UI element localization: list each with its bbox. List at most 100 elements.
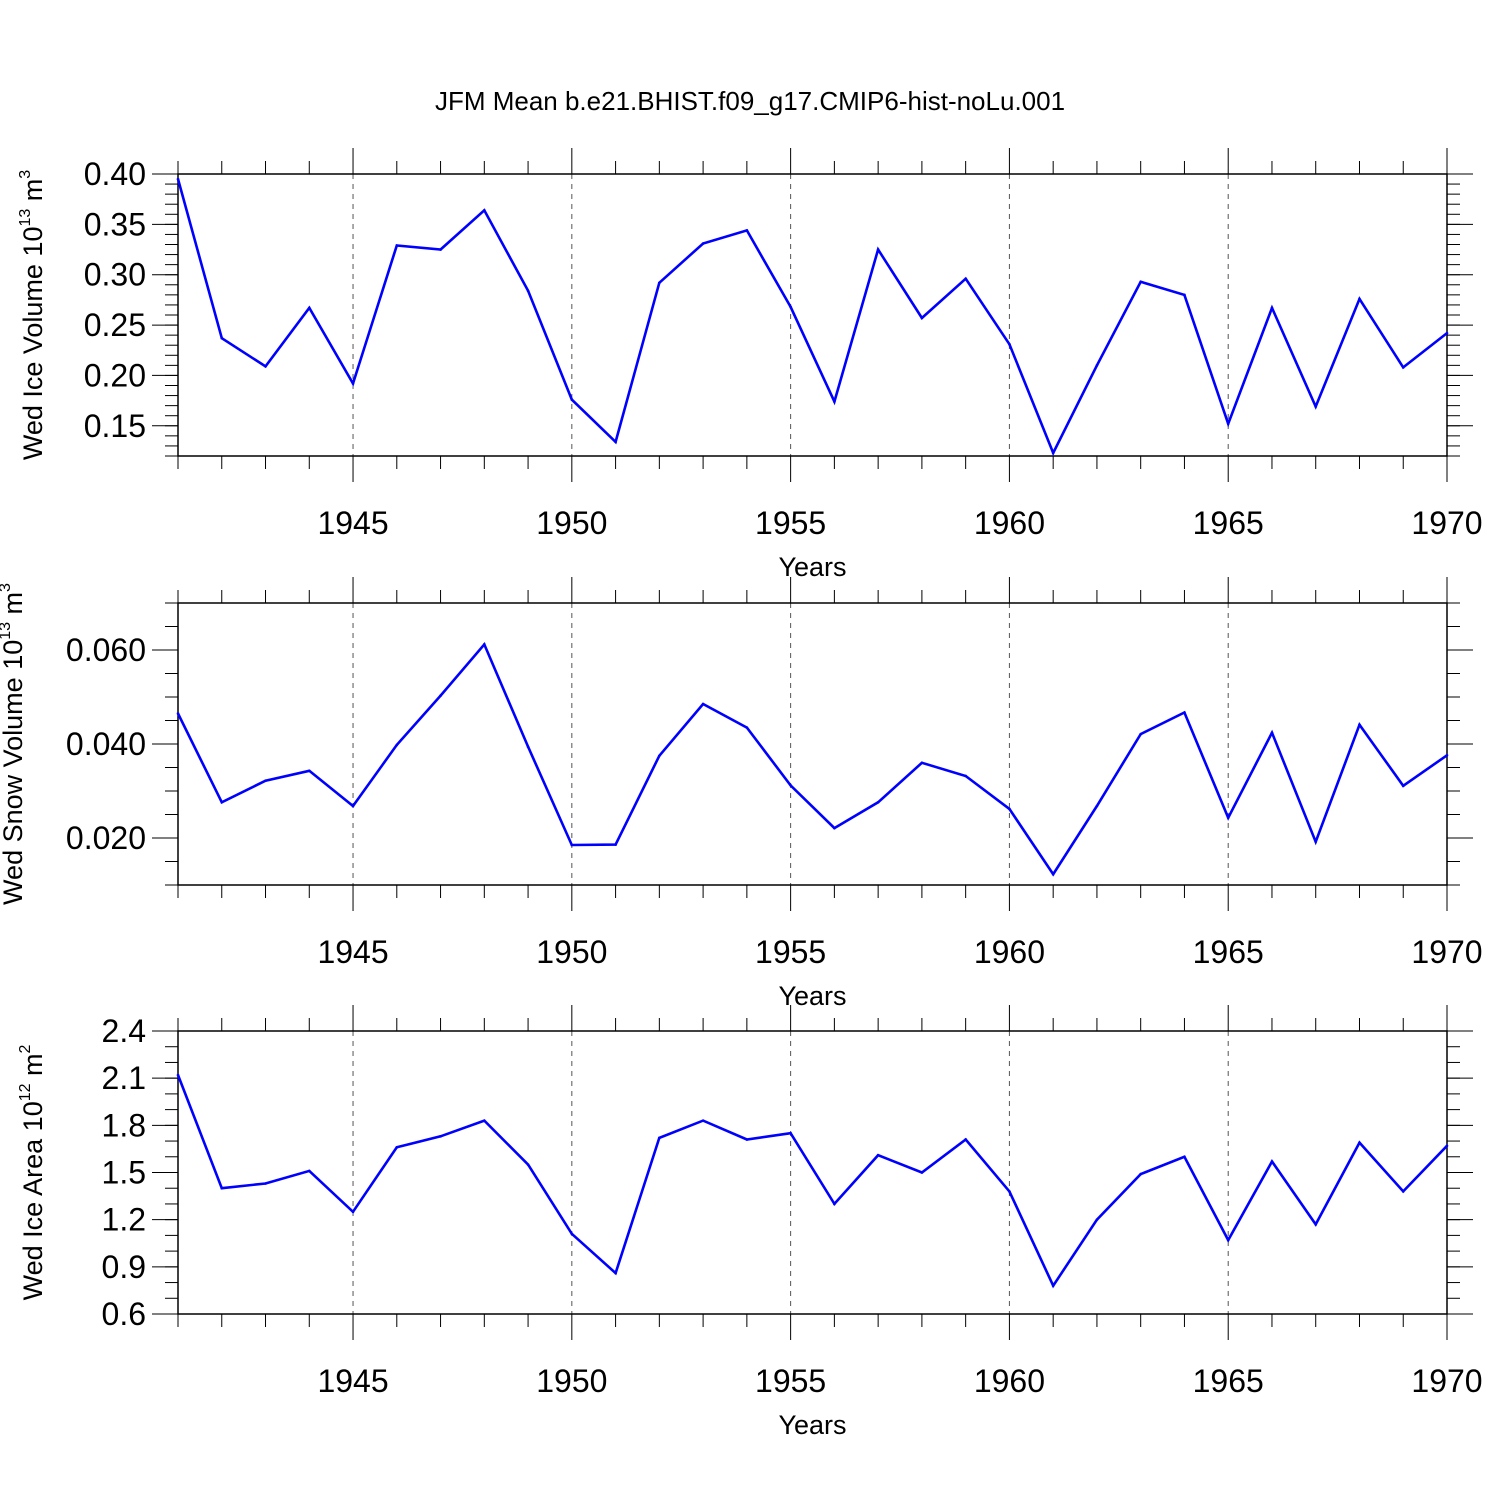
data-point (307, 769, 311, 773)
figure-title: JFM Mean b.e21.BHIST.f09_g17.CMIP6-hist-… (435, 86, 1065, 116)
data-point (701, 1119, 705, 1122)
x-tick-label: 1965 (1193, 505, 1264, 541)
y-axis-label-text: Wed Ice Volume 10 (18, 227, 48, 461)
data-point (701, 702, 705, 706)
panel-ice-area: 2.4 2.1 1.8 1.5 1.2 0.9 0.6 1945 1950 1955 1960 196… (17, 1005, 1483, 1440)
y-tick-label: 0.35 (84, 206, 146, 242)
y-tick-label: 1.5 (102, 1155, 146, 1191)
data-point (876, 1153, 880, 1157)
data-point (658, 1136, 661, 1140)
data-point (1314, 1223, 1318, 1226)
data-point (920, 316, 924, 320)
data-point (526, 289, 530, 293)
data-point (1358, 723, 1361, 727)
data-point (439, 1135, 442, 1138)
data-point (614, 440, 617, 444)
panel-snow-volume: 0.060 0.040 0.020 1945 1950 1955 1960 1965 1970 Y… (0, 577, 1483, 1011)
x-tick-label: 1965 (1193, 1363, 1264, 1399)
data-point (701, 242, 705, 245)
data-point (570, 843, 574, 847)
y-axis-label-exponent: 12 (17, 1083, 34, 1101)
data-point (1051, 1284, 1055, 1287)
data-point (220, 336, 224, 340)
data-point (176, 712, 180, 715)
y-tick-label: 0.20 (84, 357, 146, 393)
data-point (1183, 293, 1186, 297)
data-point (1445, 331, 1449, 335)
data-point (1270, 306, 1274, 310)
y-axis-label-unit-exponent: 2 (17, 1044, 34, 1053)
data-point (351, 1210, 355, 1214)
data-point (833, 400, 836, 403)
data-point (1051, 451, 1055, 455)
data-point (614, 1271, 617, 1275)
data-point (1183, 711, 1186, 714)
data-point (1358, 1141, 1361, 1144)
x-axis-label: Years (778, 552, 846, 582)
y-axis-label: Wed Ice Area 1012 m2 (17, 1044, 48, 1300)
data-point (264, 779, 267, 782)
data-point (351, 804, 355, 808)
data-point (307, 1169, 311, 1173)
data-point (920, 1171, 924, 1174)
x-tick-label: 1945 (317, 1363, 388, 1399)
x-tick-label: 1970 (1411, 934, 1482, 970)
data-point (1314, 405, 1318, 408)
data-point (1008, 1190, 1011, 1193)
y-tick-label: 0.040 (66, 726, 146, 762)
data-point (526, 1163, 530, 1166)
data-point (1226, 816, 1230, 820)
x-tick-label: 1960 (974, 1363, 1045, 1399)
data-point (789, 784, 792, 787)
data-point (614, 843, 617, 846)
x-tick-label: 1965 (1193, 934, 1264, 970)
data-point (876, 248, 880, 251)
x-tick-label: 1970 (1411, 505, 1482, 541)
y-tick-label: 0.6 (102, 1296, 146, 1332)
data-point (395, 743, 399, 747)
data-point (964, 277, 967, 281)
data-point (1139, 1172, 1142, 1176)
x-tick-label: 1960 (974, 505, 1045, 541)
x-tick-label: 1955 (755, 1363, 826, 1399)
data-point (1401, 784, 1405, 788)
data-point (1270, 1160, 1274, 1163)
x-tick-label: 1950 (536, 934, 607, 970)
y-tick-label: 0.9 (102, 1249, 146, 1285)
data-point (483, 208, 486, 212)
data-point (1051, 872, 1055, 876)
data-point (264, 365, 267, 368)
data-point (176, 177, 180, 181)
data-point (1226, 422, 1230, 426)
x-tick-label: 1945 (317, 505, 388, 541)
data-point (658, 281, 661, 285)
data-point (833, 826, 836, 830)
x-axis-label: Years (778, 1410, 846, 1440)
y-axis-label: Wed Snow Volume 1013 m3 (0, 583, 28, 905)
plot-frame (177, 1030, 1448, 1315)
y-axis-label-unit-exponent: 3 (0, 583, 14, 592)
x-tick-label: 1945 (317, 934, 388, 970)
data-point (1226, 1238, 1230, 1242)
data-point (1270, 731, 1274, 735)
y-tick-label: 1.8 (102, 1107, 146, 1143)
data-point (1095, 1218, 1099, 1221)
data-point (1314, 840, 1318, 844)
y-tick-label: 0.40 (84, 156, 146, 192)
data-point (395, 244, 399, 247)
y-axis-label-unit: m (0, 592, 28, 622)
y-tick-label: 0.060 (66, 632, 146, 668)
y-axis-label-unit: m (18, 1053, 48, 1083)
data-point (1008, 342, 1011, 346)
data-point (439, 694, 442, 697)
y-tick-label: 0.020 (66, 820, 146, 856)
data-point (1358, 297, 1361, 301)
data-point (789, 305, 792, 309)
x-tick-label: 1970 (1411, 1363, 1482, 1399)
x-tick-label: 1960 (974, 934, 1045, 970)
data-point (307, 306, 311, 310)
x-tick-label: 1955 (755, 505, 826, 541)
y-axis-label-text: Wed Ice Area 10 (18, 1101, 48, 1300)
panel-ice-volume: 0.40 0.35 0.30 0.25 0.20 0.15 1945 1950 1955 1960… (17, 148, 1483, 582)
